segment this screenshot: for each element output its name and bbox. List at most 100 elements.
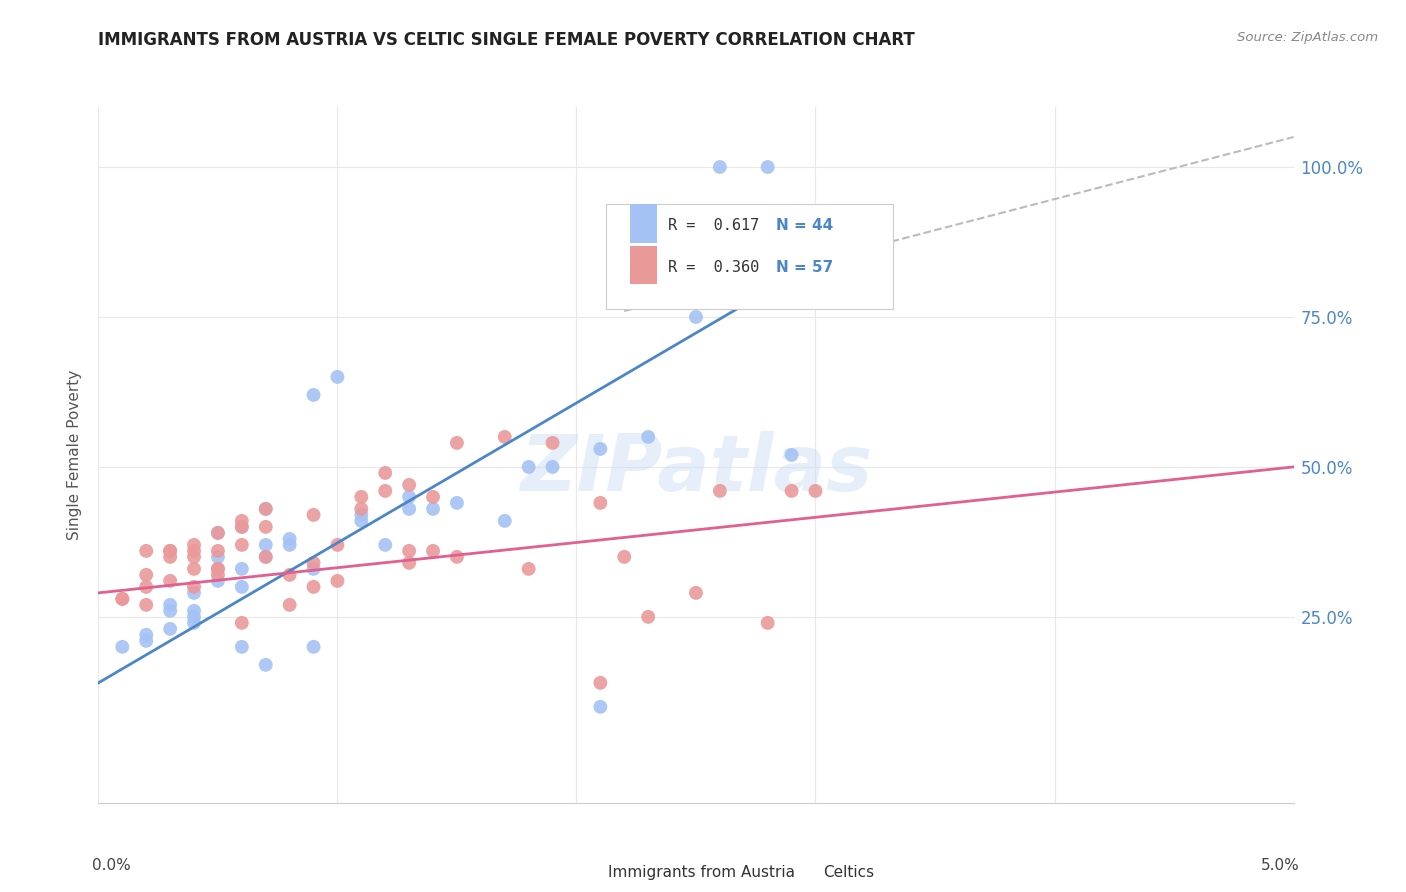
Point [183,562,205,576]
Text: IMMIGRANTS FROM AUSTRIA VS CELTIC SINGLE FEMALE POVERTY CORRELATION CHART: IMMIGRANTS FROM AUSTRIA VS CELTIC SINGLE… [98,31,915,49]
Text: Immigrants from Austria: Immigrants from Austria [607,865,794,880]
Point [422,544,444,558]
Point [231,520,253,534]
Point [254,502,277,516]
Point [254,549,277,564]
Text: R =  0.617: R = 0.617 [668,218,759,233]
Point [422,502,444,516]
Point [374,466,396,480]
Point [207,549,229,564]
Point [398,478,420,492]
Point [231,615,253,630]
Point [254,538,277,552]
Point [159,604,181,618]
Point [159,574,181,588]
Point [254,549,277,564]
Point [231,640,253,654]
Point [278,598,301,612]
Point [446,549,468,564]
Point [207,567,229,582]
Point [302,562,325,576]
Point [517,459,540,474]
Point [111,591,134,606]
Point [231,520,253,534]
Point [589,699,612,714]
Point [183,586,205,600]
Point [135,633,157,648]
Point [231,562,253,576]
Text: R =  0.360: R = 0.360 [668,260,759,275]
Bar [630,246,657,285]
Point [111,640,134,654]
Point [111,591,134,606]
Point [709,483,731,498]
Point [350,502,373,516]
Text: 5.0%: 5.0% [1261,858,1299,873]
Point [350,514,373,528]
Point [207,574,229,588]
Bar [792,856,813,888]
Point [780,448,803,462]
Point [685,586,707,600]
Point [278,532,301,546]
Point [278,567,301,582]
Bar [576,856,598,888]
Text: 0.0%: 0.0% [93,858,131,873]
Point [637,610,659,624]
Point [135,628,157,642]
Point [589,676,612,690]
Point [374,483,396,498]
Point [231,514,253,528]
Point [159,622,181,636]
Point [326,574,349,588]
Point [135,544,157,558]
Point [302,580,325,594]
Point [398,544,420,558]
Point [589,442,612,456]
Point [159,598,181,612]
Point [183,615,205,630]
Point [613,549,636,564]
Point [446,496,468,510]
Point [231,538,253,552]
Point [350,508,373,522]
Point [254,502,277,516]
Point [326,538,349,552]
Y-axis label: Single Female Poverty: Single Female Poverty [67,370,83,540]
Point [589,496,612,510]
Point [159,544,181,558]
Point [541,459,564,474]
Point [135,598,157,612]
Point [159,544,181,558]
Point [685,310,707,324]
Bar [630,204,657,243]
Point [398,490,420,504]
Point [135,567,157,582]
Point [183,538,205,552]
Point [756,615,779,630]
Text: N = 57: N = 57 [776,260,834,275]
Point [207,562,229,576]
Point [183,549,205,564]
Point [446,436,468,450]
Point [159,549,181,564]
Point [254,520,277,534]
Text: Celtics: Celtics [823,865,873,880]
Point [207,562,229,576]
Point [207,525,229,540]
Point [326,370,349,384]
Point [637,430,659,444]
Point [254,657,277,672]
Point [278,538,301,552]
Point [398,502,420,516]
Point [302,556,325,570]
Point [804,483,827,498]
Point [422,490,444,504]
FancyBboxPatch shape [606,204,893,309]
Text: N = 44: N = 44 [776,218,834,233]
Point [183,544,205,558]
Point [302,508,325,522]
Point [231,580,253,594]
Point [302,388,325,402]
Point [183,604,205,618]
